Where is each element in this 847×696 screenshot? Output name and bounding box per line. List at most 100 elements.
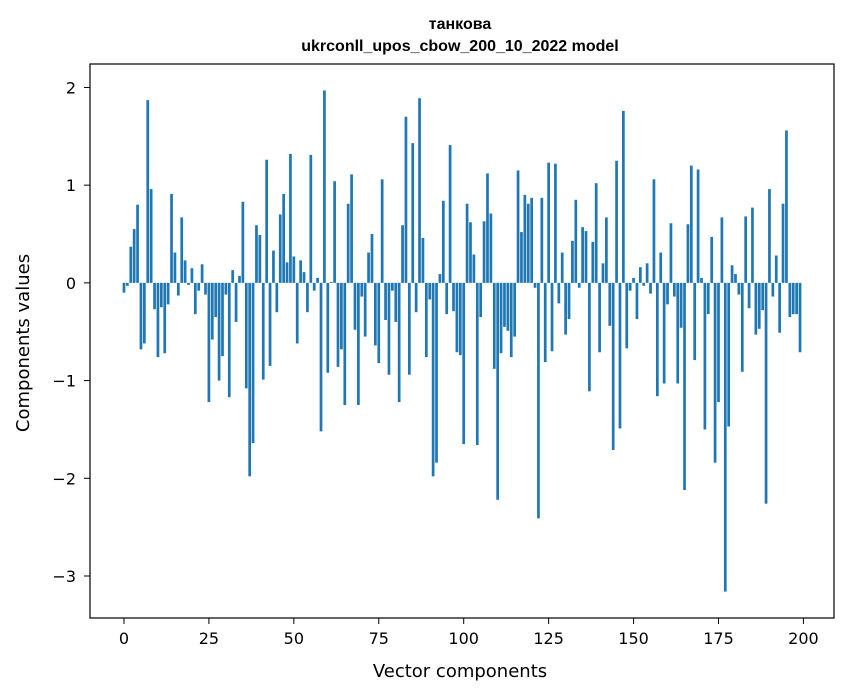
bar	[319, 282, 323, 432]
bar	[486, 173, 489, 283]
bar	[550, 282, 554, 352]
bar	[594, 183, 598, 283]
bar	[669, 223, 673, 283]
bar	[210, 282, 214, 340]
bar	[526, 203, 530, 283]
bar	[679, 282, 683, 328]
bar	[533, 282, 537, 288]
bar	[472, 254, 476, 283]
x-tick-label: 200	[788, 629, 819, 648]
x-tick-label: 150	[618, 629, 649, 648]
bar	[418, 98, 421, 283]
bar	[774, 255, 778, 283]
bar	[329, 281, 333, 283]
bar	[139, 282, 143, 350]
bar	[142, 282, 146, 344]
bar	[601, 263, 605, 283]
bar	[489, 213, 493, 283]
bar	[683, 282, 686, 491]
bar	[309, 154, 313, 283]
bar	[645, 263, 649, 283]
bar	[622, 110, 625, 283]
bar	[170, 193, 173, 283]
bar	[295, 282, 299, 344]
bar	[506, 282, 510, 331]
bar	[577, 282, 581, 288]
bar	[499, 282, 503, 354]
bar	[285, 262, 289, 283]
y-tick-label: −2	[52, 469, 76, 488]
bar	[652, 179, 656, 283]
bar	[411, 143, 415, 283]
bar-series	[122, 90, 802, 592]
bar	[458, 282, 462, 356]
bar	[207, 282, 211, 403]
bar	[350, 174, 353, 283]
bar	[265, 159, 269, 283]
bar	[255, 225, 258, 283]
bar	[564, 282, 567, 335]
bar	[509, 282, 513, 358]
bar	[635, 282, 639, 320]
bar	[299, 260, 302, 283]
bar	[343, 282, 347, 405]
bar	[608, 282, 612, 326]
bar	[435, 282, 438, 463]
chart-subtitle: ukrconll_upos_cbow_200_10_2022 model	[301, 38, 618, 55]
x-tick-label: 25	[199, 629, 219, 648]
bar	[591, 241, 595, 283]
bar	[200, 264, 204, 283]
bar	[662, 282, 666, 384]
bar	[323, 90, 326, 283]
bar	[706, 282, 710, 315]
bar	[159, 282, 163, 308]
bar	[588, 282, 591, 392]
bar	[126, 282, 129, 286]
bar	[720, 217, 724, 283]
bar	[431, 282, 435, 477]
bar	[176, 282, 180, 296]
x-axis-label: Vector components	[373, 661, 547, 682]
bar	[258, 234, 262, 283]
bar	[180, 217, 184, 283]
x-tick-label: 75	[369, 629, 389, 648]
bar	[638, 267, 642, 283]
bar	[346, 203, 350, 283]
bar	[363, 282, 367, 337]
bar	[214, 282, 218, 318]
bar	[605, 217, 608, 283]
bar	[540, 197, 544, 283]
bar	[754, 282, 758, 335]
bar	[231, 270, 235, 283]
bar	[441, 200, 445, 283]
bar	[713, 282, 717, 463]
bar	[166, 282, 170, 305]
bar	[693, 282, 697, 361]
bar	[655, 282, 659, 397]
bar	[482, 221, 486, 283]
bar	[227, 282, 231, 398]
bar	[234, 282, 238, 322]
bar	[795, 282, 798, 315]
bar	[353, 282, 357, 330]
bar	[238, 276, 241, 283]
bar	[717, 282, 720, 403]
bar	[268, 282, 272, 366]
bar	[734, 274, 737, 283]
bar	[217, 282, 221, 381]
bar	[761, 282, 765, 311]
bar	[163, 282, 167, 354]
bar	[567, 282, 571, 320]
x-tick-label: 0	[119, 629, 129, 648]
bar	[598, 282, 601, 353]
bar	[452, 282, 455, 312]
bar	[751, 207, 754, 283]
bar	[390, 282, 394, 291]
bar	[768, 189, 771, 283]
bar	[153, 282, 156, 310]
bar	[173, 252, 177, 283]
bar	[278, 214, 282, 283]
bar	[757, 282, 761, 329]
bar	[462, 282, 466, 445]
bar	[251, 282, 255, 444]
